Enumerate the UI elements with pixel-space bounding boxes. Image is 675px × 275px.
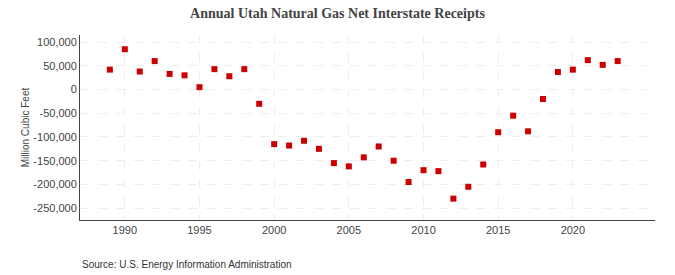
svg-text:-200,000: -200,000: [33, 178, 76, 190]
svg-text:2005: 2005: [337, 224, 361, 236]
svg-text:50,000: 50,000: [43, 60, 77, 72]
svg-text:0: 0: [71, 83, 77, 95]
svg-text:-150,000: -150,000: [33, 155, 76, 167]
svg-text:2015: 2015: [486, 224, 510, 236]
svg-text:Source: U.S. Energy Informatio: Source: U.S. Energy Information Administ…: [82, 259, 292, 270]
svg-text:Annual Utah Natural Gas Net In: Annual Utah Natural Gas Net Interstate R…: [190, 6, 485, 21]
svg-text:2020: 2020: [561, 224, 585, 236]
svg-text:2010: 2010: [411, 224, 435, 236]
svg-text:-250,000: -250,000: [33, 202, 76, 214]
svg-text:2000: 2000: [262, 224, 286, 236]
svg-text:-100,000: -100,000: [33, 131, 76, 143]
svg-text:1995: 1995: [187, 224, 211, 236]
svg-text:-50,000: -50,000: [39, 107, 76, 119]
svg-text:1990: 1990: [113, 224, 137, 236]
svg-text:100,000: 100,000: [37, 36, 77, 48]
svg-text:Million Cubic Feet: Million Cubic Feet: [20, 88, 31, 168]
